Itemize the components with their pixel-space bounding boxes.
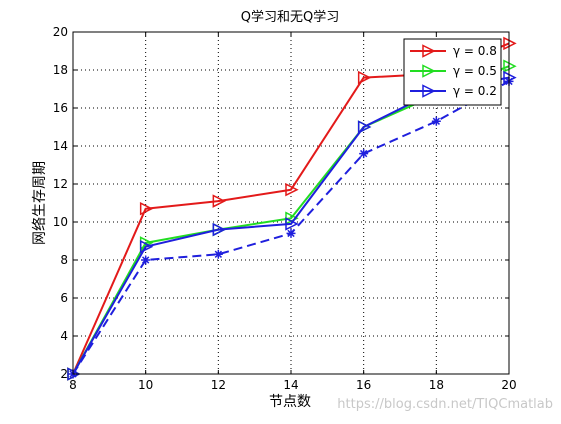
watermark-text: https://blog.csdn.net/TIQCmatlab [337, 397, 553, 412]
y-tick-label: 2 [60, 367, 68, 381]
axes-box [72, 31, 510, 375]
series-3-point [213, 249, 223, 259]
x-tick-label: 14 [283, 378, 298, 392]
y-tick-label: 6 [60, 291, 68, 305]
x-tick-label: 18 [429, 378, 444, 392]
legend-label: γ = 0.5 [453, 64, 497, 78]
y-axis-label: 网络生存周期 [32, 161, 48, 245]
y-tick-label: 14 [53, 139, 68, 153]
series-3-point [431, 116, 441, 126]
y-tick-label: 4 [60, 329, 68, 343]
x-tick-label: 10 [138, 378, 153, 392]
y-tick-label: 18 [53, 63, 68, 77]
series-0-point [357, 70, 372, 85]
series-0-point [212, 194, 227, 208]
series-3-point [141, 255, 151, 265]
y-tick-label: 12 [53, 177, 68, 191]
legend-marker [422, 44, 436, 58]
series-3-point [286, 228, 296, 238]
y-tick-label: 10 [53, 215, 68, 229]
y-tick-label: 8 [60, 253, 68, 267]
legend-marker [422, 64, 436, 78]
series-3-point [359, 149, 369, 159]
series-2-point [357, 120, 372, 134]
x-tick-label: 16 [356, 378, 371, 392]
series-0-point [139, 201, 154, 216]
legend-label: γ = 0.8 [453, 44, 497, 58]
series-2-point [139, 239, 154, 254]
chart-title: Q学习和无Q学习 [241, 9, 339, 25]
legend-label: γ = 0.2 [453, 84, 497, 98]
legend: γ = 0.8 γ = 0.5 γ = 0.2 [403, 38, 502, 106]
x-tick-label: 12 [211, 378, 226, 392]
y-tick-label: 16 [53, 101, 68, 115]
series-2-point [285, 217, 299, 231]
x-tick-label: 8 [69, 378, 77, 392]
x-tick-label: 20 [501, 378, 516, 392]
series-2-point [212, 222, 227, 237]
x-axis-label: 节点数 [269, 394, 311, 410]
y-tick-label: 20 [53, 25, 68, 39]
legend-marker [422, 84, 436, 98]
series-0-point [285, 182, 299, 197]
